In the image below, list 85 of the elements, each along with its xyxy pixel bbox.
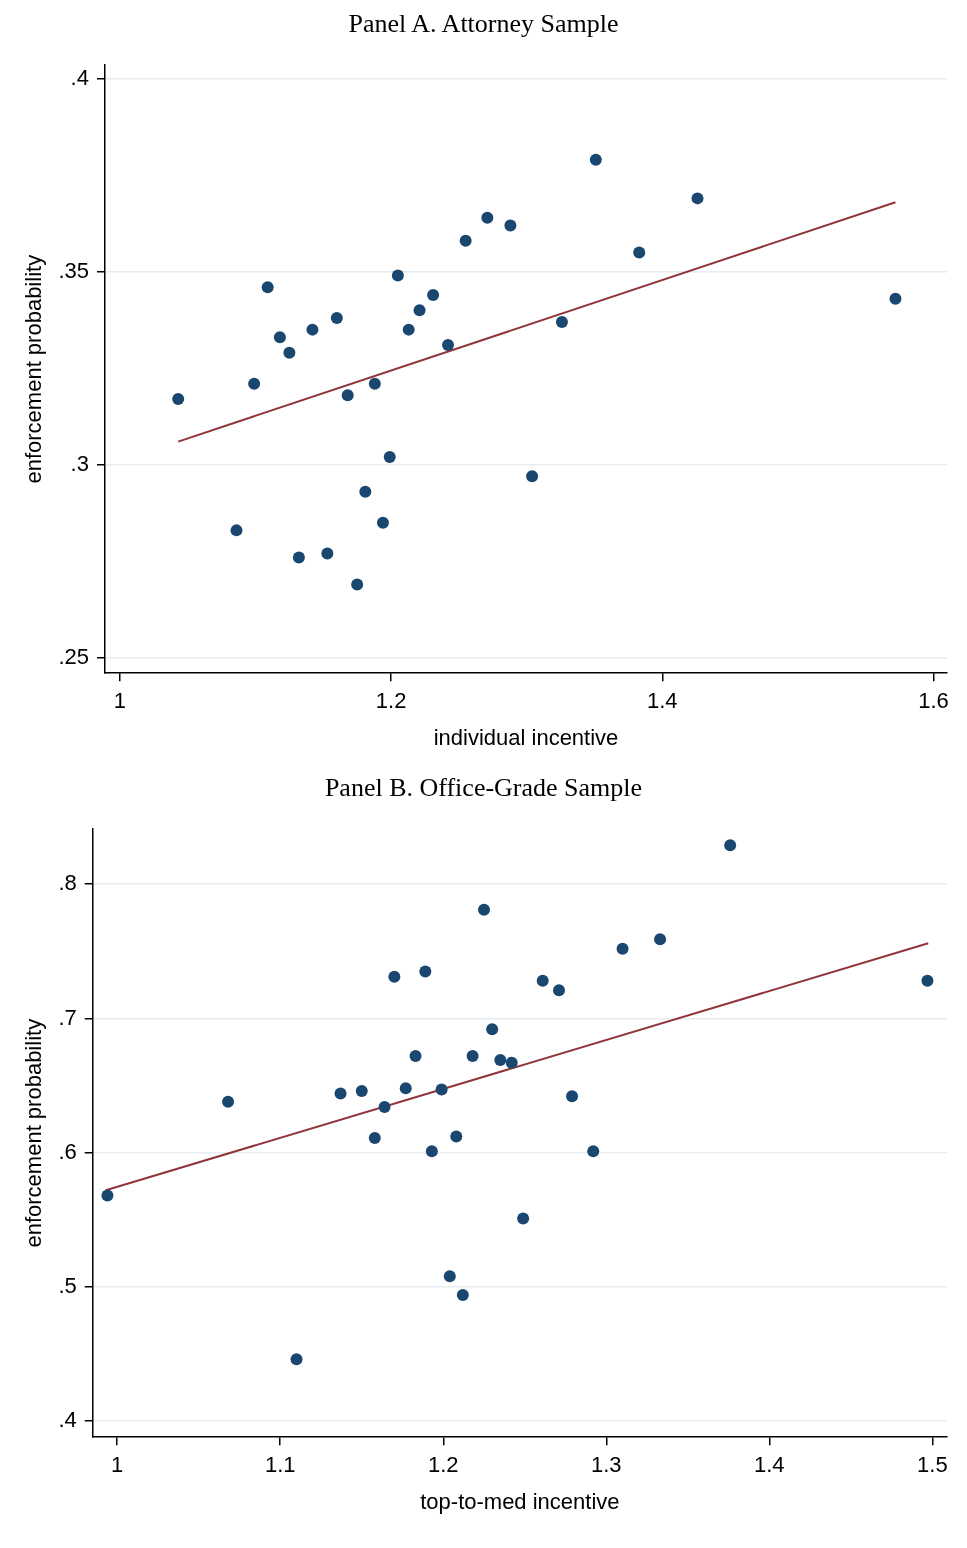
point — [388, 970, 401, 983]
point — [587, 1145, 600, 1158]
x-tick-label: 1.2 — [427, 1452, 459, 1478]
point — [351, 578, 364, 591]
point — [330, 312, 343, 325]
x-tick-label: 1.4 — [754, 1452, 785, 1478]
point — [222, 1095, 235, 1108]
x-axis-title: individual incentive — [433, 724, 619, 750]
point — [399, 1082, 412, 1095]
point — [505, 1056, 518, 1069]
x-tick-label: 1.2 — [375, 688, 407, 714]
point — [517, 1212, 530, 1225]
point — [553, 984, 565, 997]
point — [427, 288, 440, 301]
y-tick-label: .4 — [70, 64, 89, 90]
point — [889, 292, 902, 305]
x-axis-title: top-to-med incentive — [420, 1488, 620, 1514]
point — [504, 219, 517, 232]
y-tick-label: .25 — [58, 643, 89, 669]
point — [435, 1083, 448, 1096]
y-axis-title: enforcement probability — [21, 1018, 47, 1248]
point — [442, 339, 455, 352]
y-tick-label: .5 — [58, 1272, 77, 1298]
y-tick-label: .6 — [58, 1138, 77, 1164]
point — [402, 323, 415, 336]
point — [450, 1130, 463, 1143]
point — [368, 377, 381, 390]
point — [172, 393, 185, 406]
point — [290, 1353, 303, 1366]
point — [355, 1084, 368, 1097]
point — [654, 933, 667, 946]
point — [536, 974, 549, 987]
y-tick-label: .7 — [58, 1004, 77, 1030]
point — [486, 1023, 499, 1036]
point — [921, 974, 934, 987]
point — [494, 1054, 507, 1067]
point — [589, 153, 602, 166]
x-tick-label: 1.1 — [264, 1452, 296, 1478]
point — [481, 211, 494, 224]
point — [526, 470, 539, 483]
point — [566, 1090, 579, 1103]
point — [413, 304, 426, 317]
y-tick-label: .35 — [58, 257, 89, 283]
x-tick-label: 1.3 — [590, 1452, 622, 1478]
point — [248, 377, 261, 390]
point — [359, 485, 372, 498]
x-tick-label: 1 — [111, 1452, 124, 1478]
point — [230, 524, 243, 537]
point — [283, 346, 296, 359]
y-axis-title: enforcement probability — [21, 254, 47, 484]
x-tick-label: 1.4 — [646, 688, 678, 714]
x-tick-label: 1.5 — [917, 1452, 948, 1478]
point — [383, 451, 396, 464]
point — [443, 1270, 456, 1283]
chart-title: Panel B. Office-Grade Sample — [323, 772, 644, 804]
point — [273, 331, 286, 344]
chart-title: Panel A. Attorney Sample — [347, 8, 620, 40]
point — [419, 965, 432, 978]
point — [425, 1145, 438, 1158]
point — [724, 839, 737, 852]
y-tick-label: .8 — [58, 870, 77, 896]
point — [633, 246, 646, 259]
x-tick-label: 1 — [113, 688, 127, 714]
point — [616, 942, 629, 955]
point — [391, 269, 404, 282]
y-tick-label: .4 — [58, 1407, 77, 1433]
point — [341, 389, 354, 402]
point — [409, 1050, 422, 1063]
point — [334, 1087, 347, 1100]
point — [459, 234, 472, 247]
point — [321, 547, 334, 560]
point — [691, 192, 704, 205]
y-tick-label: .3 — [70, 450, 89, 476]
point — [261, 281, 274, 294]
point — [368, 1131, 381, 1144]
point — [376, 516, 389, 529]
point — [378, 1101, 391, 1114]
point — [292, 551, 305, 564]
point — [478, 903, 491, 916]
point — [101, 1189, 114, 1202]
x-tick-label: 1.6 — [918, 688, 949, 714]
point — [555, 315, 568, 328]
point — [466, 1050, 479, 1063]
point — [456, 1288, 469, 1301]
point — [306, 323, 319, 336]
